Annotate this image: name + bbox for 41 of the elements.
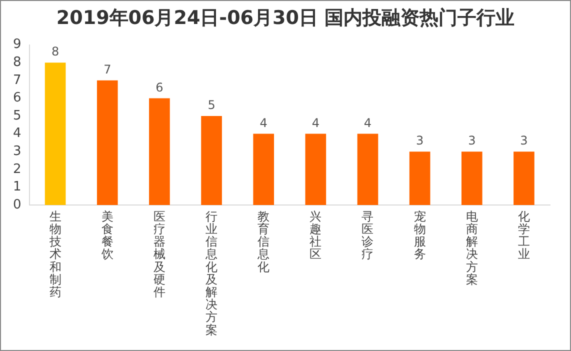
x-tick-label: 教育信息化 bbox=[256, 209, 270, 274]
bar bbox=[253, 134, 274, 205]
y-tick-label: 3 bbox=[12, 144, 22, 159]
data-label: 4 bbox=[364, 116, 372, 130]
y-tick-label: 4 bbox=[12, 126, 22, 142]
x-tick-label: 美食餐饮 bbox=[100, 209, 114, 262]
category-label: 行业信息化及解决方案 bbox=[206, 209, 218, 337]
bar bbox=[461, 152, 482, 205]
data-label: 8 bbox=[51, 44, 60, 59]
x-tick-label: 宠物服务 bbox=[414, 209, 426, 262]
x-tick-label: 生物技术和制药 bbox=[48, 209, 62, 300]
data-label: 7 bbox=[104, 62, 112, 77]
data-label: 3 bbox=[416, 134, 424, 148]
x-tick-label: 电商解决方案 bbox=[466, 209, 478, 286]
data-label: 4 bbox=[312, 116, 320, 130]
bar bbox=[149, 98, 170, 205]
data-label: 6 bbox=[156, 80, 164, 94]
bar bbox=[514, 152, 534, 205]
data-label: 5 bbox=[208, 98, 216, 112]
x-tick-label: 化学工业 bbox=[518, 209, 530, 262]
chart-title: 2019年06月24日-06月30日 国内投融资热门子行业 bbox=[55, 6, 516, 31]
x-tick-label: 医疗器械及硬件 bbox=[153, 209, 166, 300]
bar bbox=[409, 152, 430, 205]
y-tick-label: 9 bbox=[12, 37, 22, 52]
y-tick-label: 8 bbox=[12, 54, 22, 70]
y-tick-label: 6 bbox=[12, 90, 22, 106]
bar bbox=[96, 80, 118, 205]
y-tick-label: 5 bbox=[12, 108, 22, 124]
data-label: 4 bbox=[260, 116, 268, 130]
data-label: 3 bbox=[520, 134, 528, 148]
data-label: 3 bbox=[468, 134, 476, 148]
y-tick-label: 1 bbox=[12, 180, 22, 195]
x-tick-label: 寻医诊疗 bbox=[362, 209, 374, 262]
bar bbox=[201, 116, 222, 205]
x-tick-label: 兴趣社区 bbox=[310, 209, 322, 262]
y-tick-label: 0 bbox=[12, 197, 22, 212]
bar bbox=[357, 134, 378, 205]
bar bbox=[44, 62, 66, 205]
y-tick-label: 2 bbox=[12, 162, 22, 177]
y-tick-label: 7 bbox=[12, 72, 22, 88]
bar bbox=[305, 134, 326, 205]
